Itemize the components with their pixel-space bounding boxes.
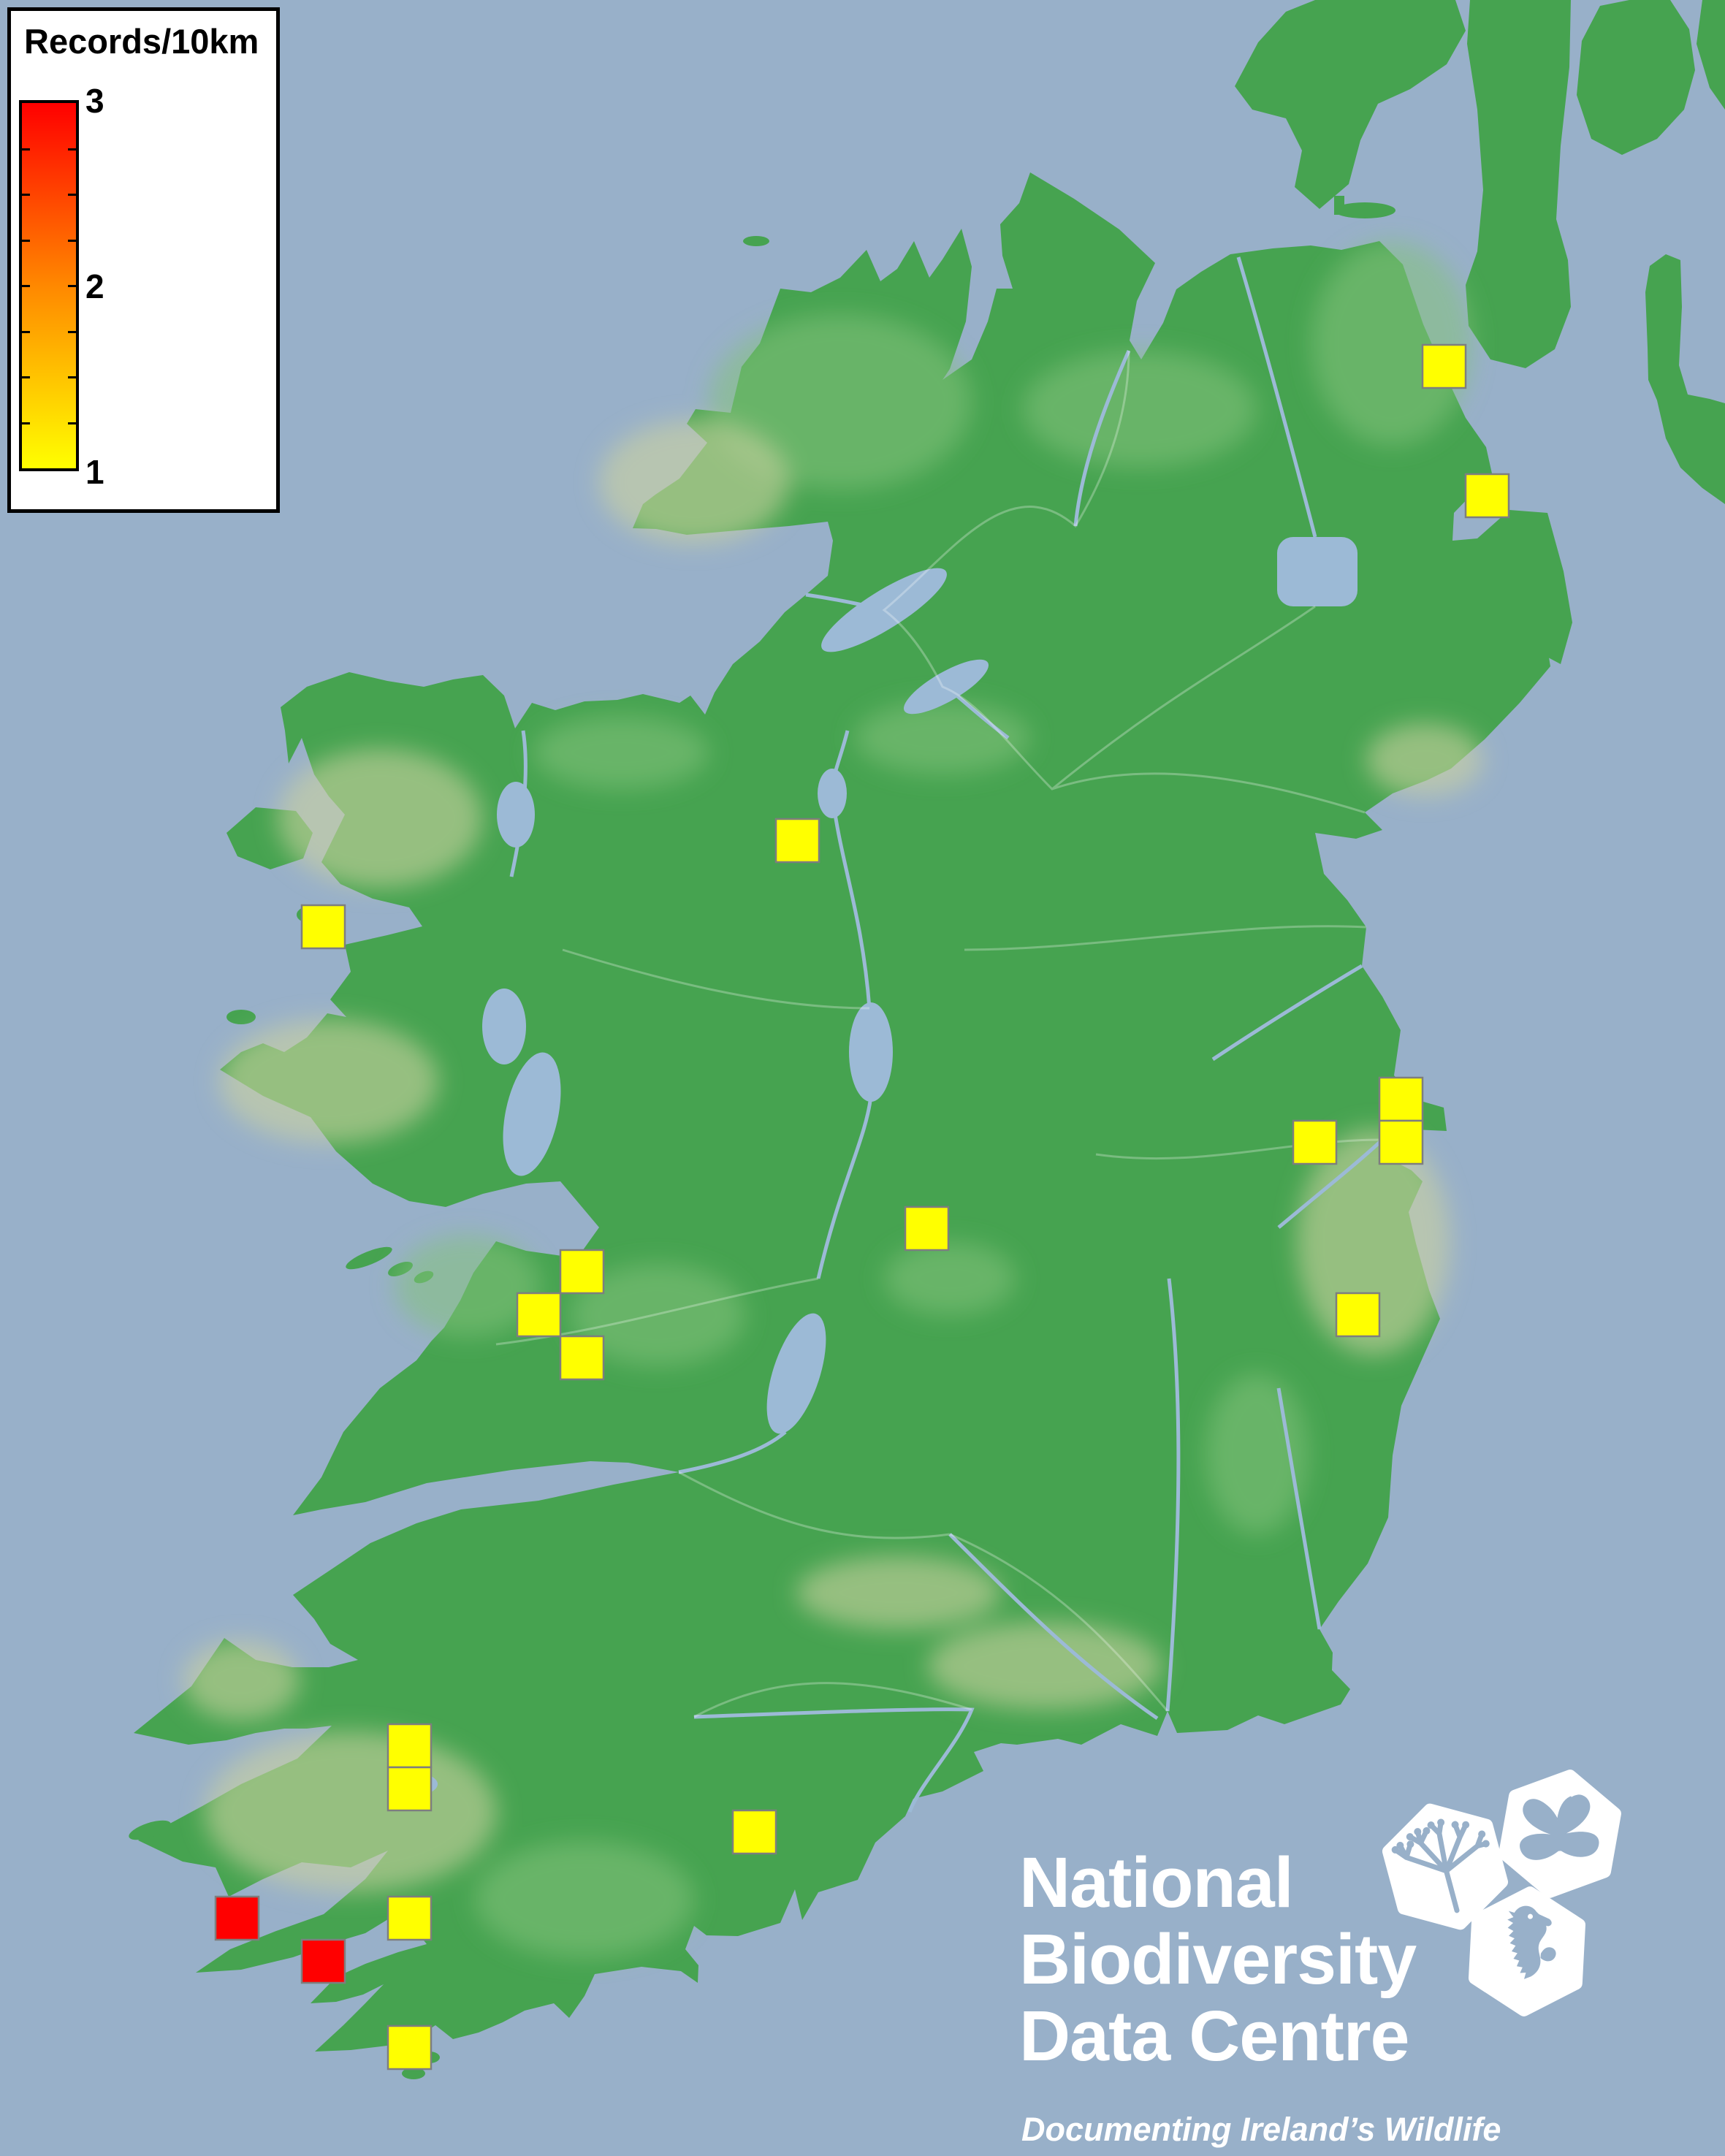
river-suir: [948, 1533, 1159, 1721]
record-square: [774, 818, 820, 864]
record-square: [386, 1895, 433, 1941]
record-square: [386, 2024, 433, 2071]
legend-tick: [22, 376, 30, 378]
lough-derg: [766, 1313, 826, 1434]
legend-label-mid: 2: [85, 267, 104, 305]
relief-shading: [183, 241, 1483, 1958]
record-square: [300, 1938, 346, 1984]
record-square: [1464, 473, 1510, 519]
legend-tick: [22, 331, 30, 333]
logo-line-3: Data Centre: [1019, 1996, 1409, 2076]
logo-line-1: National: [1019, 1843, 1294, 1922]
lough-conn: [497, 782, 535, 847]
river-moy: [509, 730, 528, 877]
hexagon-plant: [1382, 1803, 1509, 1930]
legend-gradient-bar: [19, 100, 79, 471]
legend-label-max: 3: [85, 82, 104, 120]
record-square: [1335, 1292, 1381, 1338]
scotland-coast: [1235, 0, 1725, 504]
tory-island: [743, 236, 769, 246]
galloway-coast: [1645, 254, 1725, 504]
legend-tick: [68, 422, 76, 424]
record-square: [1292, 1119, 1338, 1165]
rivers: [509, 256, 1384, 1813]
lough-ree: [849, 1002, 893, 1102]
record-square: [1378, 1076, 1424, 1122]
hexagon-butterfly: [1499, 1770, 1621, 1898]
record-square: [559, 1335, 605, 1381]
logo-tagline: Documenting Ireland’s Wildlife: [1021, 2111, 1501, 2148]
legend-tick: [22, 285, 30, 287]
record-square: [386, 1723, 433, 1769]
record-square: [214, 1895, 260, 1941]
record-square: [904, 1205, 950, 1252]
legend-tick: [22, 148, 30, 151]
inishbofin-island: [226, 1010, 256, 1024]
record-square: [731, 1809, 777, 1855]
legend-label-min: 1: [85, 453, 104, 491]
river-liffey: [1277, 1138, 1384, 1229]
seahorse-icon: [1507, 1905, 1556, 1979]
river-shannon: [678, 730, 873, 1474]
record-square: [1421, 343, 1467, 389]
lough-corrib: [503, 1052, 561, 1176]
legend-tick: [68, 148, 76, 151]
aran-island-inishmore: [346, 1246, 392, 1270]
logo-line-2: Biodiversity: [1019, 1919, 1417, 1999]
river-barrow: [1165, 1278, 1181, 1712]
legend-tick: [22, 194, 30, 196]
river-foyle: [1073, 349, 1131, 527]
lough-neagh: [1277, 537, 1357, 606]
record-squares-layer: [214, 343, 1510, 2071]
river-bann: [1236, 256, 1317, 538]
legend-tick: [68, 285, 76, 287]
hexagon-seahorse: [1469, 1886, 1585, 2016]
rathlin-island-arm: [1334, 196, 1344, 215]
record-square: [559, 1249, 605, 1295]
river-boyne: [1211, 964, 1363, 1062]
kintyre-peninsula: [1466, 0, 1571, 368]
legend-tick: [68, 240, 76, 242]
rathlin-island: [1334, 202, 1395, 218]
valentia-island: [129, 1820, 171, 1840]
ireland-landmass: [134, 172, 1572, 2052]
county-boundaries: [495, 350, 1383, 1718]
butterfly-icon: [1520, 1794, 1599, 1860]
legend-tick: [22, 240, 30, 242]
record-square: [516, 1292, 562, 1338]
legend-title: Records/10km: [24, 22, 259, 61]
lough-mask: [482, 989, 526, 1064]
legend-box: Records/10km 3 2 1: [7, 7, 280, 513]
river-slaney: [1276, 1387, 1322, 1630]
record-square: [1378, 1119, 1424, 1165]
river-blackwater: [693, 1707, 975, 1813]
cape-clear-island: [402, 2068, 425, 2079]
legend-tick: [68, 331, 76, 333]
record-square: [300, 904, 346, 950]
arran-island: [1577, 0, 1695, 155]
scottish-mainland-corner: [1697, 0, 1725, 110]
record-square: [386, 1766, 433, 1812]
nbdc-logo-text: National Biodiversity Data Centre: [1019, 1843, 1417, 2076]
islay-island: [1235, 0, 1466, 209]
river-erne: [805, 593, 1010, 739]
legend-tick: [68, 376, 76, 378]
legend-tick: [22, 422, 30, 424]
legend-tick: [68, 194, 76, 196]
plant-icon: [1391, 1818, 1490, 1913]
nbdc-logo-hexagons: [1382, 1770, 1621, 2016]
